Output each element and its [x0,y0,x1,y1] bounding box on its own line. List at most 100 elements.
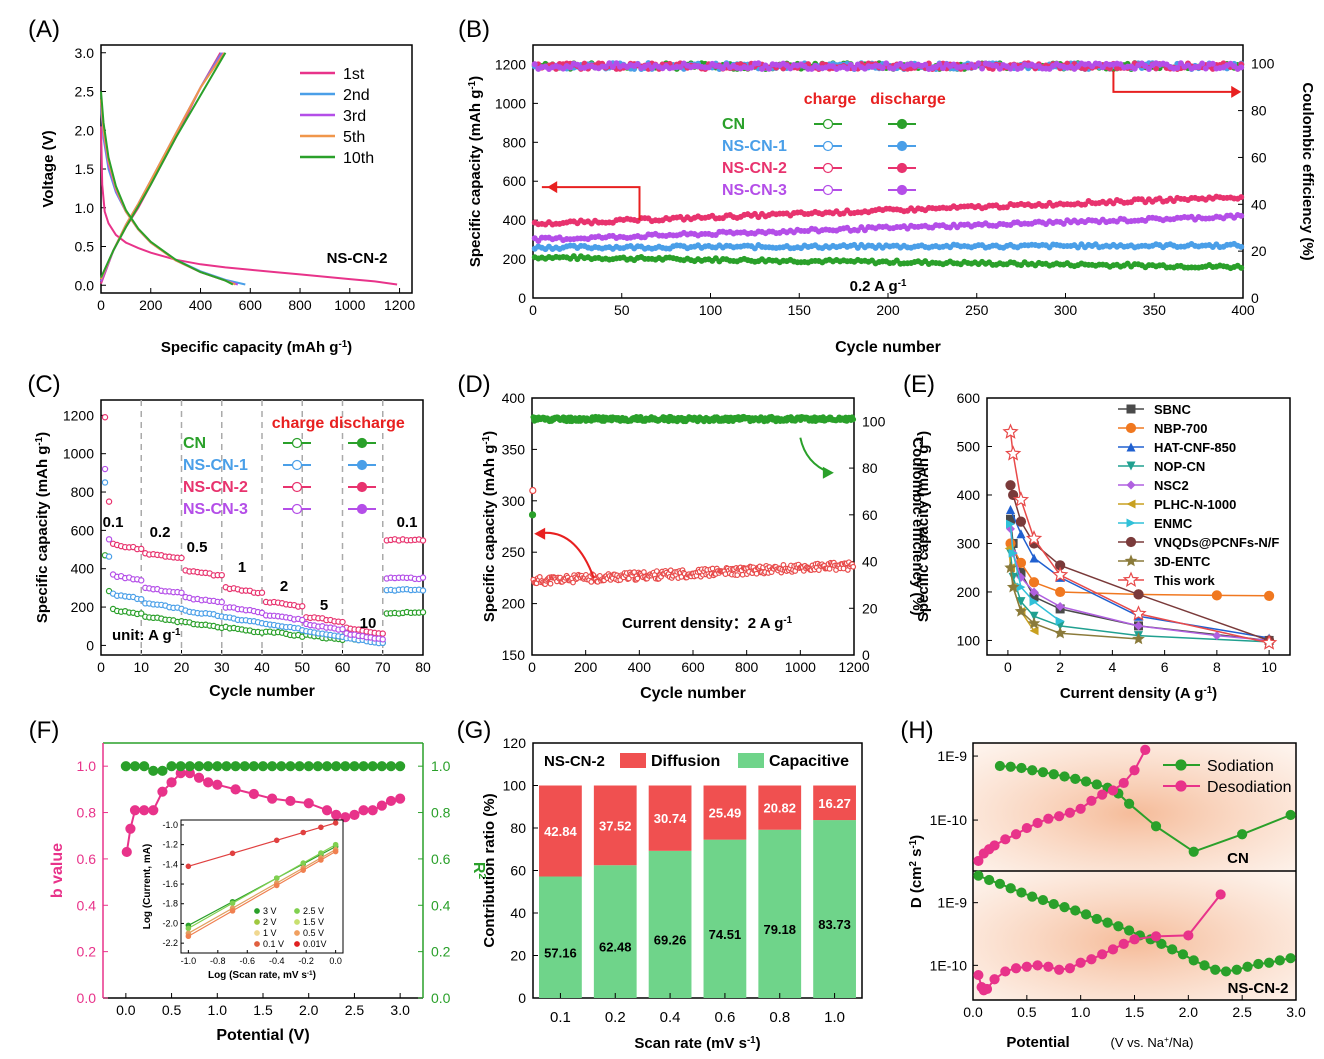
h-sodiation-point [1231,964,1242,975]
e-point [1052,566,1069,582]
h-sodiation-point [1048,898,1059,910]
f-inset-legend-label: 2.5 V [303,906,324,916]
c-capacity-point [379,636,386,643]
d-arrow-capacity [537,531,595,579]
f-inset-legend-marker [294,930,300,936]
b-y-label: 400 [503,212,527,228]
h-ylabel-part: s [908,849,925,862]
g-y-label: 60 [510,863,526,879]
f-b-value-point [193,772,205,783]
e-point [1006,580,1020,593]
c-x-label: 60 [335,659,351,675]
h-desodiation-point [1129,934,1140,945]
f-r2-point [285,761,296,772]
f-inset-y-label: -1.2 [162,840,178,850]
a-xlabel-part: -1 [338,339,347,350]
h-x-label: 1.0 [1071,1004,1091,1020]
e-x-label: 6 [1161,659,1169,675]
g-xlabel-part: Scan rate (mV s [634,1035,747,1052]
b-capacity-point [1170,198,1177,205]
a-y-label: 1.5 [75,161,95,177]
h-y-label: 1E-10 [930,957,968,973]
e-xlabel-part: Current density (A g [1060,685,1204,702]
e-point [1134,621,1143,631]
h-sodiation-point [1210,964,1221,975]
f-y-label: 0.4 [77,897,97,913]
e-legend-label: NBP-700 [1154,421,1207,436]
c-x-label: 0 [97,659,105,675]
b-ylabel-part: -1 [467,80,478,89]
b-ce-point [1174,64,1181,71]
d-y-label: 300 [502,493,526,509]
h-sodiation-point [1274,955,1285,966]
f-b-value-point [139,805,150,816]
a-legend-label: 3rd [343,108,366,125]
e-point [1014,604,1028,617]
e-ylabel-part: -1 [915,435,926,444]
h-desodiation-point [1010,963,1022,974]
c-legend-discharge-header: discharge [329,415,405,432]
b-ce-point [787,65,794,72]
b-ce-point [883,60,890,67]
b-y2-label: 60 [1251,149,1267,165]
g-label-capacitive: 57.16 [544,945,577,960]
d-xlabel: Cycle number [640,685,746,702]
f-inset-y-label: -1.0 [162,820,178,830]
f-inset-legend-label: 0.1 V [263,939,284,949]
f-inset-legend-label: 0.01V [303,939,327,949]
b-capacity-point [851,241,858,248]
e-point [1053,626,1067,639]
h-desodiation-point [1183,930,1194,941]
d-arrow-ce-head [822,466,834,479]
d-y2-label: 100 [862,413,886,429]
e-point [1264,590,1275,601]
b-capacity-point [858,224,865,231]
b-capacity-point [751,245,758,252]
h-ylabel-part: -1 [908,839,919,848]
b-ylabel-part: Specific capacity (mAh g [467,90,484,268]
c-capacity-point [419,574,427,581]
b-y2-label: 80 [1251,103,1267,119]
d-y2-label: 0 [862,647,870,663]
c-capacity-point [138,595,145,603]
h-sodiation-point [1005,761,1016,772]
g-x-label: 0.1 [550,1009,571,1026]
f-r2-point [184,761,195,772]
b-ce-point [609,63,616,70]
f-r2-point [340,761,351,772]
b-capacity-point [854,244,861,251]
h-subplot-label: CN [1227,850,1249,867]
e-point [1016,568,1026,578]
d-ylabel-part: ) [481,431,498,436]
f-y2-label: 0.2 [431,944,451,960]
c-capacity-point [258,589,266,596]
h-sodiation-point [1242,961,1253,972]
b-annotation-part: -1 [898,278,907,289]
b-legend-charge-marker [822,140,834,152]
f-inset-legend-marker [254,930,260,936]
b-ce-point [1209,60,1216,67]
b-ce-point [766,65,773,72]
f-x-label: 1.0 [208,1002,228,1018]
f-x-label: 3.0 [390,1002,410,1018]
a-y-label: 0.5 [75,239,95,255]
f-inset-xlabel-part: Log (Scan rate, mV s [208,970,307,981]
f-inset-point [185,925,192,932]
e-legend-label: This work [1154,573,1215,588]
f-inset-ylabel: Log (Current, mA) [142,844,153,930]
b-capacity-point [1238,194,1245,201]
c-capacity-point [299,603,306,610]
h-x-label: 2.0 [1179,1004,1199,1020]
e-xlabel-part: ) [1212,685,1217,702]
b-legend-discharge-marker [896,140,908,152]
b-ce-point [567,64,574,71]
h-y-label: 1E-9 [937,895,967,911]
c-legend-discharge-marker [356,481,368,493]
h-sodiation-point [1237,829,1248,840]
h-sodiation-point [1080,909,1092,920]
e-legend-label: NOP-CN [1154,459,1205,474]
g-y-label: 40 [510,905,526,921]
g-x-label: 0.6 [714,1009,735,1026]
d-x-label: 400 [628,659,652,675]
c-capacity-point [419,537,427,544]
